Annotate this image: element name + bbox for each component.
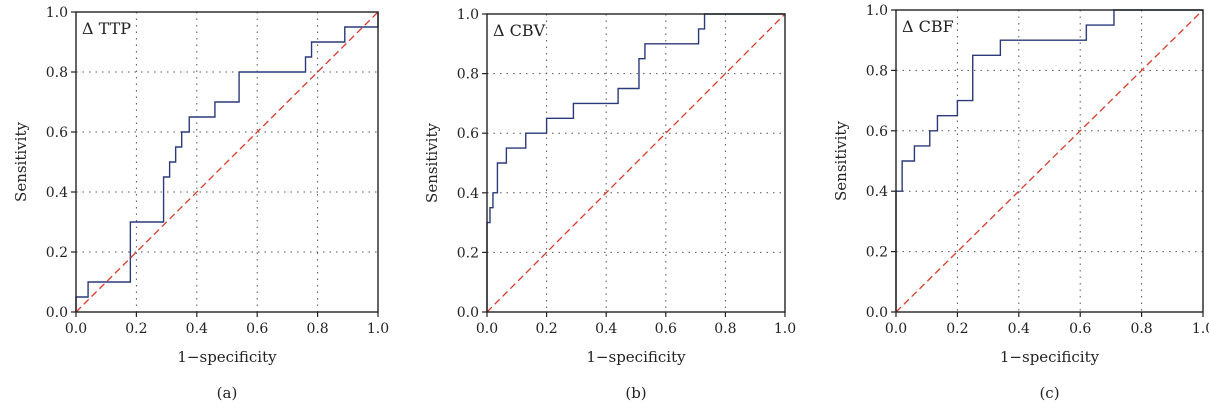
y-tick-label-b: 0.4 <box>457 186 479 202</box>
plot-frame-b <box>486 13 786 313</box>
x-tick-label-c: 0.8 <box>1130 321 1152 337</box>
x-tick-label-b: 0.6 <box>655 321 677 337</box>
y-axis-title-c: Sensitivity <box>832 121 850 201</box>
roc-curve-c <box>895 9 1203 312</box>
y-tick-label-b: 0.8 <box>457 67 479 83</box>
roc-curve-a <box>75 12 379 312</box>
x-tick-label-c: 0.6 <box>1069 321 1091 337</box>
x-tick-label-c: 0.0 <box>885 321 907 337</box>
x-tick-label-a: 0.6 <box>246 321 268 337</box>
y-tick-label-c: 0.4 <box>866 184 888 200</box>
panel-caption-b: (b) <box>625 384 646 402</box>
x-tick-label-b: 0.0 <box>476 321 498 337</box>
reference-diagonal-line-c <box>895 9 1204 313</box>
x-tick-label-c: 0.2 <box>946 321 968 337</box>
x-tick-label-b: 0.8 <box>714 321 736 337</box>
y-tick-label-b: 0.2 <box>457 245 479 261</box>
y-axis-title-b: Sensitivity <box>423 123 441 203</box>
reference-diagonal-line-b <box>486 13 786 313</box>
x-tick-label-a: 0.0 <box>65 321 87 337</box>
x-tick-label-b: 1.0 <box>774 321 796 337</box>
x-axis-title-c: 1−specificity <box>1000 348 1100 366</box>
roc-chart-b: 0.0 0.2 0.4 0.6 0.8 1.0 0.0 0.2 0.4 0.6 0.8 1.0 Δ CB… <box>423 7 796 402</box>
y-tick-label-b: 0.6 <box>457 126 479 142</box>
roc-panel-a: 0.0 0.2 0.4 0.6 0.8 1.0 0.0 0.2 0.4 0.6 0.8 1.0 Δ TT… <box>0 0 403 408</box>
panel-title-c: Δ CBF <box>902 17 954 36</box>
y-tick-label-a: 0.4 <box>46 185 68 201</box>
y-tick-label-a: 0.2 <box>46 245 68 261</box>
roc-chart-c: 0.0 0.2 0.4 0.6 0.8 1.0 0.0 0.2 0.4 0.6 0.8 1.0 Δ CB… <box>832 3 1209 402</box>
y-axis-title-a: Sensitivity <box>12 122 30 202</box>
y-tick-label-c: 0.8 <box>866 63 888 79</box>
x-tick-label-a: 0.4 <box>186 321 208 337</box>
roc-curve-b <box>486 13 785 312</box>
y-tick-label-a: 0.6 <box>46 125 68 141</box>
panel-caption-c: (c) <box>1039 384 1059 402</box>
x-axis-title-b: 1−specificity <box>586 348 686 366</box>
plot-frame-a <box>75 11 379 313</box>
x-tick-label-a: 0.2 <box>125 321 147 337</box>
x-tick-label-a: 1.0 <box>367 321 389 337</box>
panel-title-a: Δ TTP <box>82 19 131 38</box>
y-tick-label-b: 0.0 <box>457 305 479 321</box>
x-tick-label-b: 0.4 <box>595 321 617 337</box>
y-tick-label-a: 0.0 <box>46 305 68 321</box>
y-tick-label-b: 1.0 <box>457 7 479 23</box>
reference-diagonal-line-a <box>75 11 379 313</box>
y-tick-label-a: 1.0 <box>46 5 68 21</box>
roc-panel-c: 0.0 0.2 0.4 0.6 0.8 1.0 0.0 0.2 0.4 0.6 0.8 1.0 Δ CB… <box>806 0 1209 408</box>
x-tick-label-b: 0.2 <box>535 321 557 337</box>
panel-title-b: Δ CBV <box>493 21 546 40</box>
x-tick-label-a: 0.8 <box>306 321 328 337</box>
x-axis-title-a: 1−specificity <box>177 348 277 366</box>
y-tick-label-c: 1.0 <box>866 3 888 19</box>
plot-frame-c <box>895 9 1204 313</box>
roc-chart-a: 0.0 0.2 0.4 0.6 0.8 1.0 0.0 0.2 0.4 0.6 0.8 1.0 Δ TT… <box>12 5 389 402</box>
x-tick-label-c: 1.0 <box>1192 321 1209 337</box>
y-tick-label-c: 0.0 <box>866 305 888 321</box>
roc-panel-b: 0.0 0.2 0.4 0.6 0.8 1.0 0.0 0.2 0.4 0.6 0.8 1.0 Δ CB… <box>403 0 806 408</box>
x-tick-label-c: 0.4 <box>1008 321 1030 337</box>
panel-caption-a: (a) <box>217 384 238 402</box>
y-tick-label-c: 0.6 <box>866 124 888 140</box>
y-tick-label-c: 0.2 <box>866 245 888 261</box>
y-tick-label-a: 0.8 <box>46 65 68 81</box>
